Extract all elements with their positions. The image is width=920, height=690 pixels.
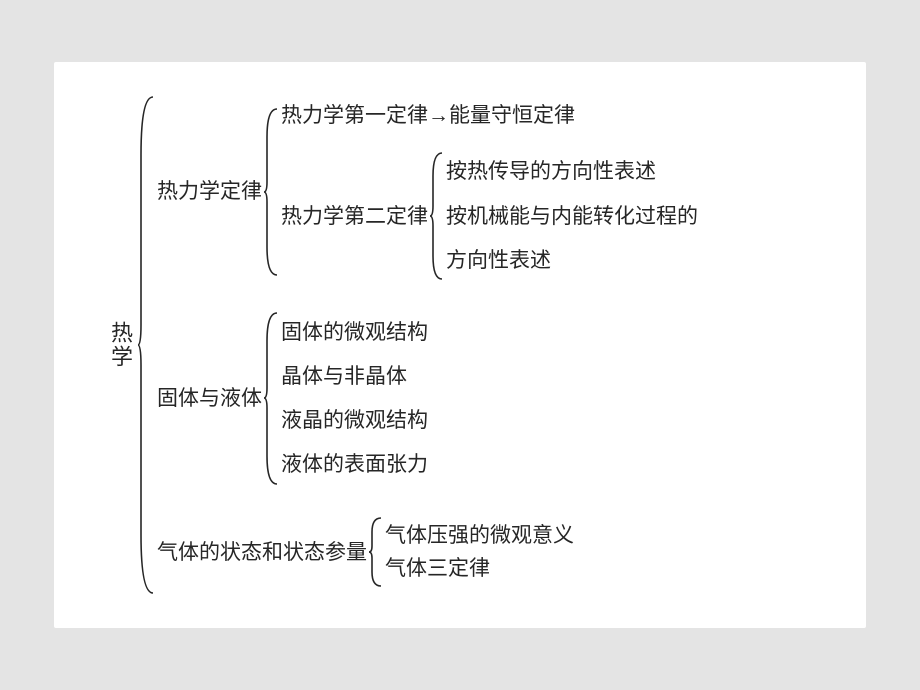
brace-icon — [429, 151, 444, 281]
tree-node: 热力学第二定律 按热传导的方向性表述 按机械能与内能转化过程的 方向性表述 — [281, 151, 698, 281]
node-label: 固体与液体 — [157, 385, 262, 411]
diagram-page: 热学 热力学定律 热力学第一定律→能量守恒定律 热力学第二定律 — [54, 62, 866, 628]
leaf-label: 固体的微观结构 — [281, 319, 428, 345]
tree-node: 热力学定律 热力学第一定律→能量守恒定律 热力学第二定律 — [157, 102, 698, 280]
node-label: 热力学第二定律 — [281, 203, 428, 229]
brace-icon — [263, 107, 279, 277]
leaf-label: 气体三定律 — [385, 555, 574, 581]
node-children: 热力学第一定律→能量守恒定律 热力学第二定律 按热传导的方向性表述 按机械能与内… — [281, 102, 698, 280]
leaf-label: 液体的表面张力 — [281, 451, 428, 477]
brace-icon — [137, 95, 155, 595]
tree-node: 气体的状态和状态参量 气体压强的微观意义 气体三定律 — [157, 516, 698, 588]
leaf-label: 晶体与非晶体 — [281, 363, 428, 389]
tree-root: 热学 热力学定律 热力学第一定律→能量守恒定律 热力学第二定律 — [104, 95, 698, 595]
brace-icon — [368, 516, 383, 588]
tree-node: 固体与液体 固体的微观结构 晶体与非晶体 液晶的微观结构 液体的表面张力 — [157, 311, 698, 486]
leaf-label: 热力学第一定律→能量守恒定律 — [281, 102, 698, 128]
node-children: 固体的微观结构 晶体与非晶体 液晶的微观结构 液体的表面张力 — [281, 319, 428, 478]
node-children: 按热传导的方向性表述 按机械能与内能转化过程的 方向性表述 — [446, 158, 698, 273]
leaf-label: 方向性表述 — [446, 247, 698, 273]
root-children: 热力学定律 热力学第一定律→能量守恒定律 热力学第二定律 — [157, 102, 698, 587]
leaf-label: 按机械能与内能转化过程的 — [446, 203, 698, 229]
leaf-label: 气体压强的微观意义 — [385, 522, 574, 548]
brace-icon — [263, 311, 279, 486]
node-children: 气体压强的微观意义 气体三定律 — [385, 522, 574, 581]
leaf-label: 按热传导的方向性表述 — [446, 158, 698, 184]
leaf-label: 液晶的微观结构 — [281, 407, 428, 433]
node-label: 热力学定律 — [157, 178, 262, 204]
node-label: 气体的状态和状态参量 — [157, 539, 367, 565]
root-label: 热学 — [104, 321, 136, 369]
